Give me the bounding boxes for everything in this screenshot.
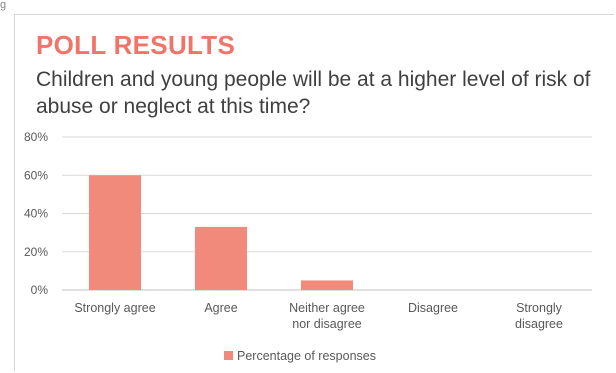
- x-tick-label: Strongly: [516, 301, 563, 315]
- bar: [301, 280, 353, 290]
- y-tick-label: 40%: [24, 207, 48, 221]
- legend-label: Percentage of responses: [237, 349, 376, 363]
- legend-swatch: [224, 351, 233, 360]
- x-tick-label: Agree: [204, 301, 237, 315]
- y-tick-label: 0%: [31, 283, 49, 297]
- chart-subtitle: Children and young people will be at a h…: [36, 68, 591, 118]
- bars: [89, 175, 353, 290]
- gridlines: [62, 136, 592, 291]
- bar: [195, 226, 247, 290]
- chart-title: POLL RESULTS: [36, 30, 236, 60]
- y-tick-label: 60%: [24, 168, 48, 182]
- legend: Percentage of responses: [224, 349, 376, 363]
- x-tick-label: Disagree: [408, 301, 458, 315]
- chart-frame: [14, 14, 614, 371]
- x-tick-label: Neither agree: [289, 301, 365, 315]
- y-tick-label: 20%: [24, 245, 48, 259]
- y-tick-label: 80%: [24, 130, 48, 144]
- bar: [89, 175, 141, 290]
- x-tick-label: nor disagree: [292, 317, 362, 331]
- y-axis-ticks: 0% 20% 40% 60% 80%: [24, 130, 48, 297]
- x-axis-labels: Strongly agree Agree Neither agree nor disa…: [74, 301, 563, 331]
- corner-mark: g: [0, 0, 7, 11]
- x-tick-label: disagree: [515, 317, 563, 331]
- x-tick-label: Strongly agree: [74, 301, 155, 315]
